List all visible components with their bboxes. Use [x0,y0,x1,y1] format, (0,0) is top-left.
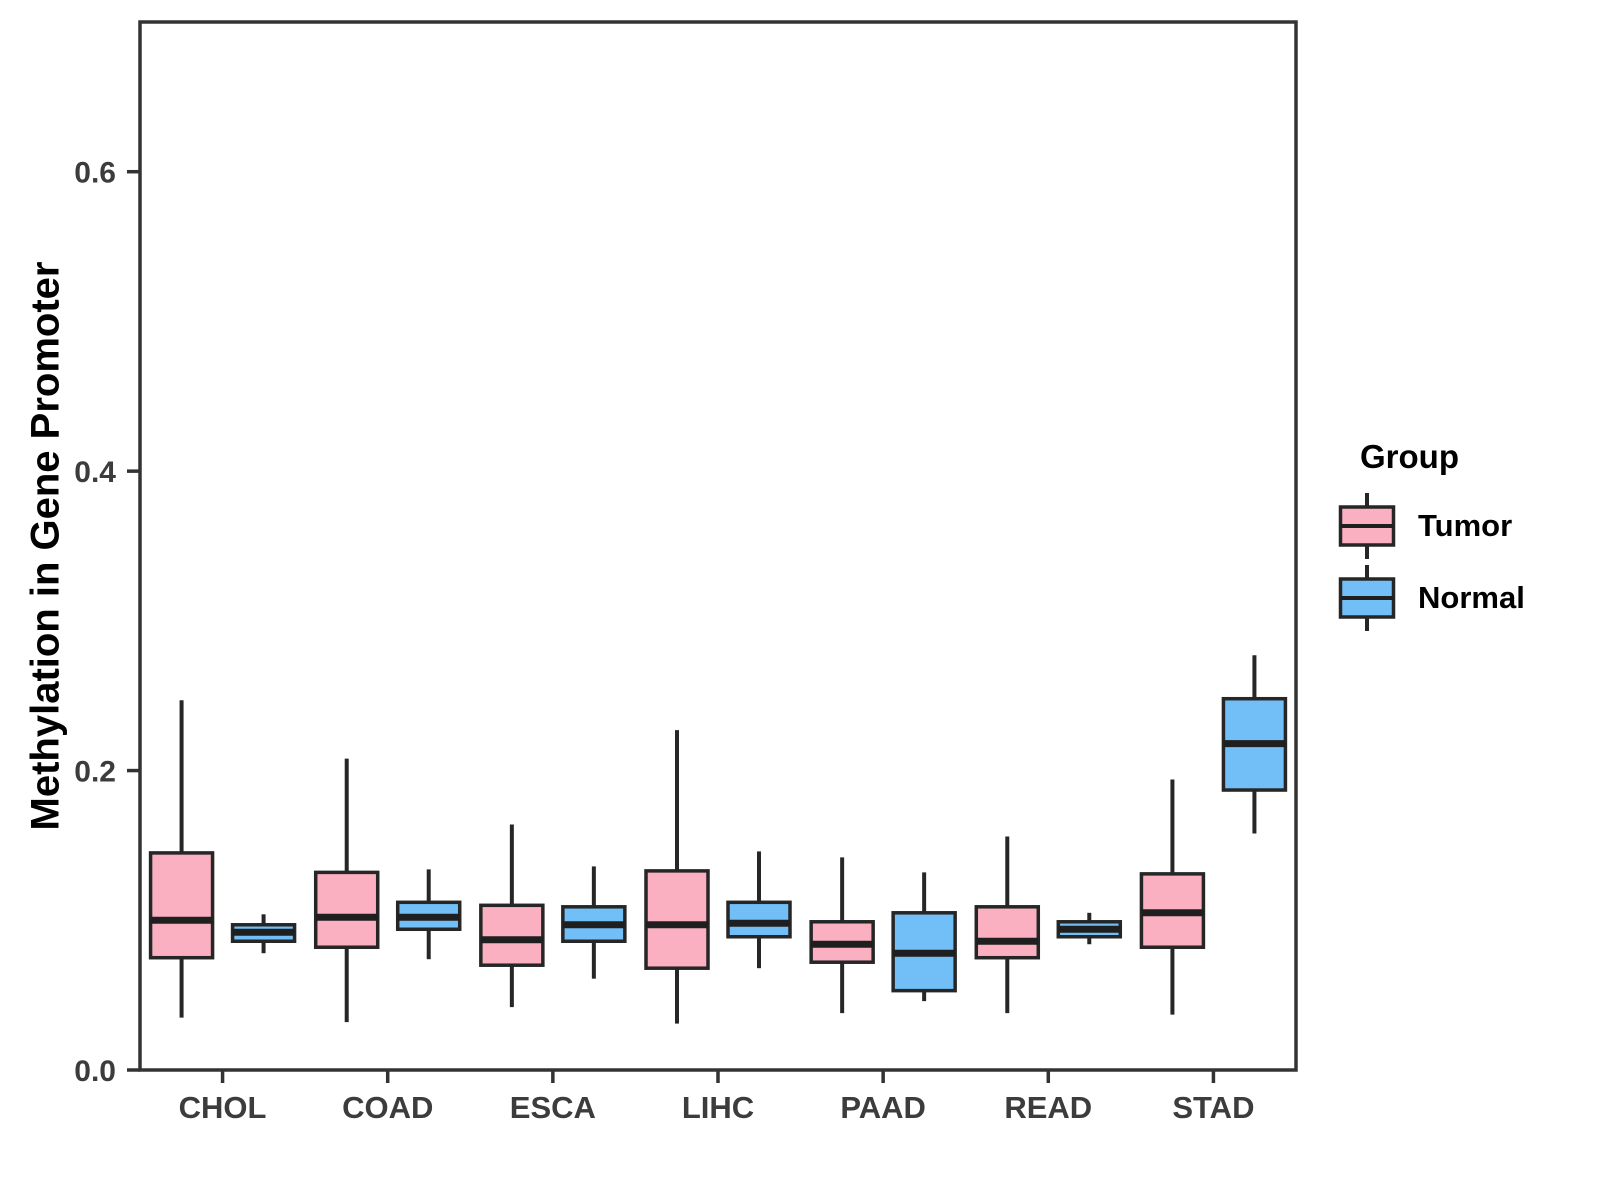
iqr-box [644,869,710,970]
x-tick-label: STAD [1172,1090,1254,1125]
x-tick-label: LIHC [682,1090,754,1125]
iqr-box [148,851,215,960]
boxplot-STAD-normal [1221,655,1288,834]
boxplot-LIHC-normal [726,851,792,969]
boxplot-CHOL-normal [230,914,297,954]
boxplot-ESCA-normal [561,866,627,979]
legend: Group Tumor Normal [1338,438,1600,634]
legend-item-label: Normal [1418,580,1525,615]
boxplot-PAAD-tumor [809,857,875,1014]
legend-item-label: Tumor [1418,508,1513,543]
legend-item-normal: Normal [1338,562,1600,634]
x-tick-label: CHOL [179,1090,267,1125]
plot-panel [138,20,1298,1072]
y-tick-label: 0.6 [74,157,116,190]
legend-title: Group [1360,438,1459,475]
boxplot-READ-tumor [974,836,1041,1014]
iqr-box [313,870,380,949]
x-tick-label: COAD [342,1090,433,1125]
legend-key-normal-icon [1338,565,1396,631]
boxplot-COAD-normal [395,869,462,960]
y-axis-title: Methylation in Gene Promoter [23,261,68,831]
y-tick-label: 0.4 [74,456,116,489]
boxplot-LIHC-tumor [644,730,710,1024]
x-tick-label: ESCA [510,1090,596,1125]
legend-item-tumor: Tumor [1338,490,1600,562]
boxplot-COAD-tumor [313,758,380,1023]
iqr-box [479,903,545,967]
y-tick-label: 0.2 [74,756,116,789]
iqr-box [974,905,1041,960]
iqr-box [726,900,792,939]
legend-items: Tumor Normal [1338,490,1600,634]
y-tick-label: 0.0 [74,1055,116,1088]
boxplot-PAAD-normal [891,872,957,1002]
boxplot-READ-normal [1056,912,1123,945]
x-tick-label: READ [1004,1090,1092,1125]
legend-key-tumor-icon [1338,493,1396,559]
boxplot-STAD-tumor [1139,779,1206,1015]
boxplot-ESCA-tumor [479,824,545,1008]
boxplot-CHOL-tumor [148,700,215,1018]
x-tick-label: PAAD [840,1090,926,1125]
